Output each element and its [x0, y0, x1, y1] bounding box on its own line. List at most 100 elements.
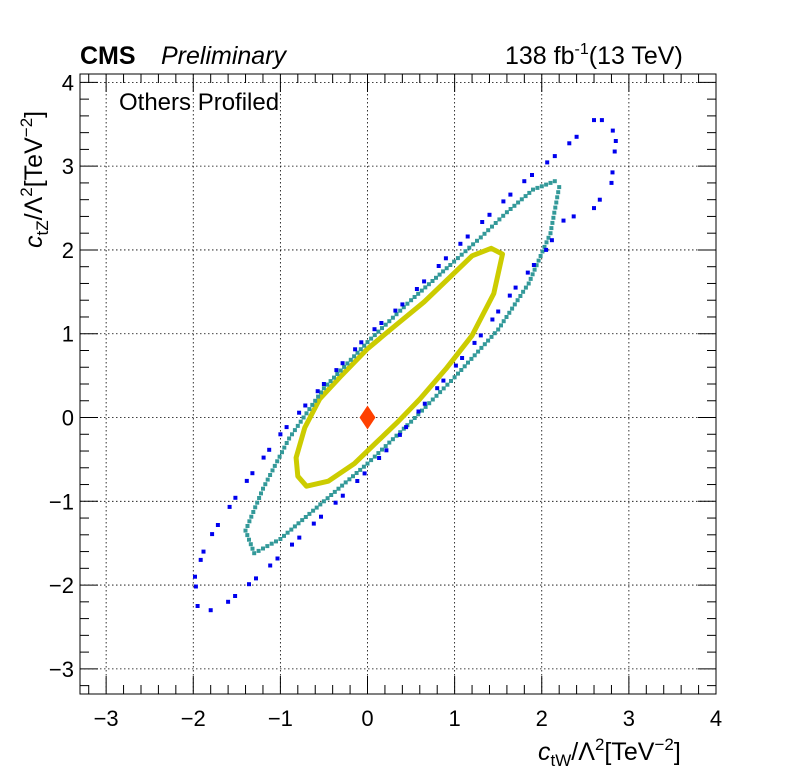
contour-point — [248, 542, 253, 547]
contour-point — [512, 302, 517, 307]
contour-point — [278, 537, 283, 541]
contour-point — [345, 361, 350, 366]
contour-point — [486, 338, 491, 343]
contour-point — [441, 386, 446, 391]
x-axis-close: ] — [674, 738, 681, 766]
contour-point — [372, 327, 377, 332]
contour-point — [475, 238, 479, 243]
y-tick-label: 0 — [62, 406, 74, 431]
contour-point — [210, 532, 215, 537]
contour-point — [369, 458, 374, 463]
contour-point — [423, 404, 428, 409]
contour-point — [466, 360, 470, 365]
contour-point — [343, 480, 348, 485]
contour-point — [325, 382, 330, 387]
contour-point — [318, 502, 323, 507]
contour-point — [416, 412, 421, 417]
contour-point — [501, 319, 506, 324]
contour-point — [334, 368, 339, 373]
contour-point — [490, 317, 495, 322]
contour-point — [538, 254, 543, 258]
contour-point — [501, 213, 506, 218]
contour-point — [472, 340, 477, 345]
contour-point — [311, 508, 316, 513]
contour-point — [456, 371, 460, 376]
contour-point — [519, 197, 524, 202]
contour-point — [351, 474, 355, 479]
contour-point — [313, 398, 318, 403]
contour-point — [444, 266, 449, 271]
contour-point — [476, 349, 481, 354]
contour-point — [328, 379, 333, 384]
contour-point — [269, 541, 274, 546]
contour-point — [377, 456, 382, 460]
contour-point — [525, 270, 530, 275]
contour-point — [445, 382, 450, 387]
contour-point — [443, 256, 448, 261]
x-tick-label: −2 — [181, 706, 206, 731]
x-axis-units-tail-exp: −2 — [654, 735, 673, 754]
contour-point — [592, 206, 596, 211]
contour-point — [549, 226, 554, 231]
contour-point — [554, 200, 559, 205]
contour-point — [599, 118, 604, 123]
y-tick-label: −2 — [49, 573, 74, 598]
contour-point — [544, 247, 549, 252]
contour-point — [226, 599, 231, 604]
contour-point — [195, 604, 200, 608]
y-axis-close: ] — [20, 111, 48, 118]
contour-point — [556, 190, 561, 195]
contour-point — [478, 235, 483, 240]
contour-point — [333, 500, 338, 505]
contour-point — [284, 425, 289, 430]
contour-point — [253, 505, 258, 510]
contour-point — [379, 321, 384, 325]
contour-point — [516, 200, 521, 205]
contour-point — [369, 336, 374, 341]
contour-point — [261, 486, 265, 491]
contour-point — [282, 533, 286, 538]
contour-point — [303, 515, 308, 519]
contour-point — [319, 390, 323, 395]
contour-point — [535, 185, 540, 190]
contour-point — [233, 495, 238, 500]
contour-point — [256, 548, 261, 553]
y-axis-title: ctZ/Λ2[TeV−2] — [17, 111, 52, 248]
contour-point — [508, 192, 513, 197]
x-tick-label: 1 — [449, 706, 461, 731]
contour-point — [496, 327, 501, 332]
contour-point — [482, 342, 487, 347]
contour-point — [479, 345, 484, 350]
contour-point — [390, 437, 395, 442]
x-axis-subscript: tW — [551, 751, 572, 770]
contour-point — [292, 428, 297, 433]
contour-point — [507, 310, 512, 315]
contour-point — [523, 285, 528, 290]
contour-point — [523, 194, 528, 199]
contour-point — [261, 455, 266, 460]
contour-point — [526, 281, 531, 286]
contour-point — [307, 511, 312, 516]
contour-point — [472, 353, 477, 358]
contour-point — [394, 433, 399, 438]
contour-point — [430, 397, 435, 402]
contour-point — [490, 224, 494, 229]
contour-point — [332, 489, 337, 494]
contour-point — [335, 372, 340, 376]
contour-point — [372, 333, 377, 338]
contour-point — [530, 173, 534, 177]
contour-point — [513, 285, 518, 290]
contour-point — [362, 471, 367, 476]
contour-point — [247, 582, 251, 587]
plot-frame — [79, 73, 717, 695]
contour-point — [376, 329, 381, 334]
contour-point — [274, 539, 278, 544]
contour-point — [486, 228, 491, 233]
contour-point — [321, 499, 326, 504]
contour-point — [422, 279, 427, 284]
contour-point — [434, 275, 438, 280]
contour-point — [310, 402, 315, 407]
contour-point — [348, 357, 353, 362]
contour-point — [459, 252, 464, 257]
contour-point — [247, 519, 252, 524]
